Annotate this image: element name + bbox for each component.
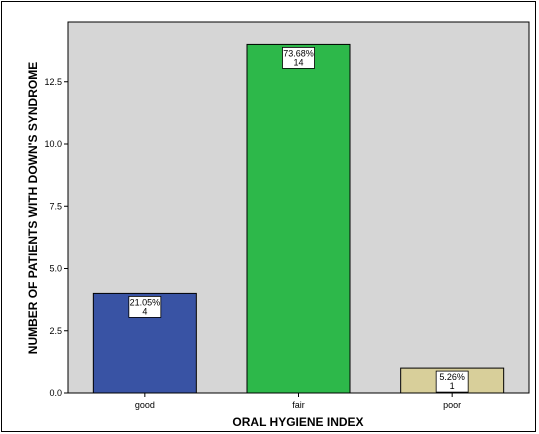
y-tick-label: 12.5 bbox=[44, 77, 62, 87]
x-axis-title: ORAL HYGIENE INDEX bbox=[232, 415, 363, 429]
y-tick-label: 0.0 bbox=[49, 388, 62, 398]
count-label: 1 bbox=[450, 381, 455, 391]
data-label-box bbox=[282, 47, 315, 69]
y-tick-label: 10.0 bbox=[44, 139, 62, 149]
y-axis-title: NUMBER OF PATIENTS WITH DOWN'S SYNDROME bbox=[26, 62, 40, 354]
y-tick-label: 2.5 bbox=[49, 326, 62, 336]
data-label-box bbox=[435, 370, 469, 393]
x-tick-label: good bbox=[135, 400, 155, 410]
x-axis: good fair poor bbox=[135, 393, 461, 410]
percent-label: 5.26% bbox=[439, 372, 465, 382]
y-tick-label: 5.0 bbox=[49, 264, 62, 274]
bars-group: 21.05%4 73.68%14 5.26%1 bbox=[92, 43, 505, 394]
y-tick-label: 7.5 bbox=[49, 201, 62, 211]
percent-label: 21.05% bbox=[130, 297, 161, 307]
y-axis: 0.0 2.5 5.0 7.5 10.0 12.5 bbox=[44, 77, 68, 398]
x-tick-label: fair bbox=[292, 400, 305, 410]
count-label: 4 bbox=[142, 306, 147, 316]
data-label-box bbox=[128, 296, 162, 318]
bar-fair bbox=[246, 43, 351, 394]
count-label: 14 bbox=[293, 57, 303, 67]
x-tick-label: poor bbox=[443, 400, 461, 410]
percent-label: 73.68% bbox=[283, 48, 314, 58]
